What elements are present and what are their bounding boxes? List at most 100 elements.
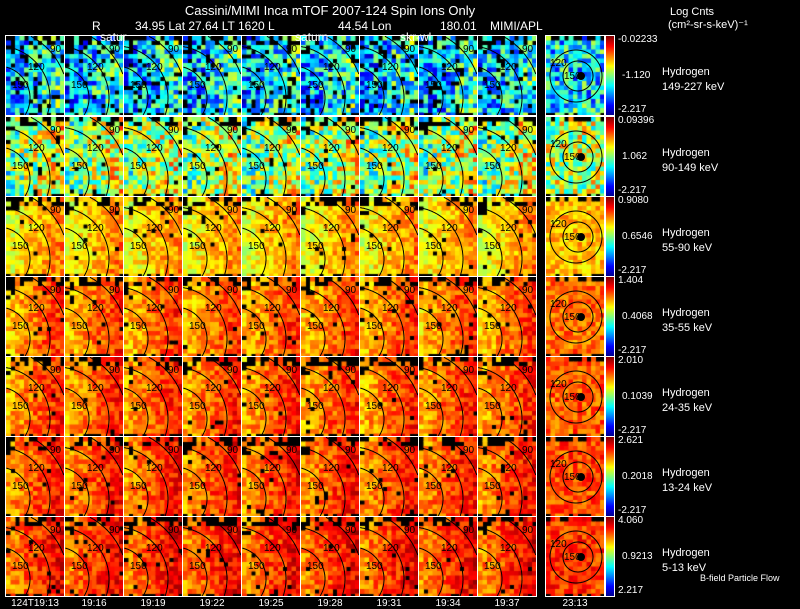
heatmap-panel: 90 120 150 bbox=[64, 516, 124, 597]
contour-overlay: 90 120 150 bbox=[6, 277, 64, 356]
contour-ring bbox=[6, 127, 51, 196]
row-label: Hydrogen 55-90 keV bbox=[662, 226, 712, 256]
flow-center-marker bbox=[577, 553, 585, 561]
heatmap-panel: 90 120 150 bbox=[477, 356, 537, 437]
contour-label: 90 bbox=[404, 125, 416, 136]
contour-overlay: 90 120 150 bbox=[242, 517, 300, 596]
contour-label: 120 bbox=[87, 143, 104, 154]
contour-overlay: 90 120 150 bbox=[419, 357, 477, 436]
contour-label: 150 bbox=[366, 80, 383, 91]
contour-label: 150 bbox=[130, 561, 147, 572]
contour-label: 90 bbox=[168, 525, 180, 536]
contour-label: 120 bbox=[500, 543, 517, 554]
contour-label: 120 bbox=[323, 62, 340, 73]
contour-label: 90 bbox=[50, 205, 62, 216]
flow-center-marker bbox=[577, 473, 585, 481]
contour-label: 150 bbox=[130, 401, 147, 412]
heatmap-panel: 90 120 150 bbox=[300, 116, 360, 197]
contour-overlay: 90 120 150 bbox=[183, 36, 241, 115]
time-tick-label: 19:31 bbox=[376, 598, 402, 609]
energy-label: 149-227 keV bbox=[662, 81, 725, 93]
contour-label: 150 bbox=[248, 321, 265, 332]
contour-ring bbox=[207, 357, 241, 396]
contour-ring bbox=[124, 387, 149, 436]
heatmap-panel: 90 120 150 bbox=[359, 276, 419, 357]
heatmap-panel: 90 120 150 bbox=[300, 356, 360, 437]
contour-label: 150 bbox=[366, 241, 383, 252]
time-tick-label: 19:37 bbox=[494, 598, 520, 609]
row-label: Hydrogen 24-35 keV bbox=[662, 386, 712, 416]
contour-label: 90 bbox=[463, 365, 475, 376]
contour-label: 150 bbox=[71, 321, 88, 332]
heatmap-panel: 90 120 150 bbox=[418, 35, 478, 116]
contour-overlay: 90 120 150 bbox=[65, 197, 123, 276]
contour-ring bbox=[562, 301, 594, 333]
heatmap-panel: 90 120 150 bbox=[241, 35, 301, 116]
heatmap-panel: 90 120 150 bbox=[359, 356, 419, 437]
contour-label: 120 bbox=[146, 463, 163, 474]
contour-ring bbox=[419, 527, 464, 596]
heatmap-panel: 90 120 150 bbox=[64, 116, 124, 197]
contour-ring bbox=[360, 147, 385, 196]
contour-ring bbox=[325, 117, 359, 156]
contour-label: 120 bbox=[205, 383, 222, 394]
contour-label: 150 bbox=[71, 561, 88, 572]
contour-ring bbox=[549, 49, 603, 103]
contour-ring bbox=[419, 147, 444, 196]
heatmap-panel: 90 120 150 bbox=[182, 516, 242, 597]
contour-ring bbox=[207, 197, 241, 236]
contour-label: 120 bbox=[550, 539, 567, 550]
contour-ring bbox=[65, 367, 110, 436]
contour-ring bbox=[124, 227, 149, 276]
contour-ring bbox=[478, 66, 503, 115]
contour-ring bbox=[502, 36, 536, 75]
contour-ring bbox=[419, 367, 464, 436]
heatmap-panel: 90 120 150 bbox=[5, 436, 65, 517]
contour-ring bbox=[549, 290, 603, 344]
contour-label: 120 bbox=[550, 299, 567, 310]
contour-overlay: 90 120 150 bbox=[124, 277, 182, 356]
contour-overlay: 90 120 150 bbox=[242, 437, 300, 516]
contour-ring bbox=[301, 207, 346, 276]
heatmap-panel: 90 120 150 bbox=[241, 516, 301, 597]
heatmap-panel: 90 120 150 bbox=[477, 116, 537, 197]
contour-ring bbox=[6, 447, 51, 516]
contour-label: 120 bbox=[146, 543, 163, 554]
contour-overlay: 90 120 150 bbox=[419, 36, 477, 115]
colorbar bbox=[605, 35, 615, 116]
heatmap-panel: 90 120 150 bbox=[64, 35, 124, 116]
contour-overlay: 90 120 150 bbox=[360, 197, 418, 276]
contour-ring bbox=[301, 66, 326, 115]
contour-label: 150 bbox=[189, 241, 206, 252]
contour-ring bbox=[89, 357, 123, 396]
contour-label: 150 bbox=[71, 161, 88, 172]
contour-ring bbox=[360, 127, 405, 196]
heatmap-panel: 90 120 150 bbox=[123, 116, 183, 197]
contour-ring bbox=[301, 367, 346, 436]
contour-label: 90 bbox=[286, 44, 298, 55]
heatmap-panel: 90 120 150 bbox=[182, 436, 242, 517]
contour-ring bbox=[301, 467, 326, 516]
contour-label: 120 bbox=[323, 223, 340, 234]
colorbar-min-label: -2.217 bbox=[618, 345, 647, 356]
contour-label: 120 bbox=[441, 223, 458, 234]
contour-label: 150 bbox=[425, 401, 442, 412]
contour-ring bbox=[266, 36, 300, 75]
species-label: Hydrogen bbox=[662, 147, 710, 159]
contour-ring bbox=[419, 46, 464, 115]
contour-label: 150 bbox=[484, 401, 501, 412]
contour-ring bbox=[65, 227, 90, 276]
contour-label: 150 bbox=[425, 321, 442, 332]
contour-ring bbox=[478, 527, 523, 596]
contour-label: 150 bbox=[564, 71, 581, 82]
contour-label: 120 bbox=[87, 223, 104, 234]
heatmap-panel: 90 120 150 bbox=[64, 196, 124, 277]
heatmap-panel: 120 150 bbox=[545, 436, 605, 517]
contour-ring bbox=[65, 467, 90, 516]
contour-ring bbox=[89, 117, 123, 156]
heatmap-panel: 90 120 150 bbox=[123, 436, 183, 517]
contour-ring bbox=[242, 467, 267, 516]
